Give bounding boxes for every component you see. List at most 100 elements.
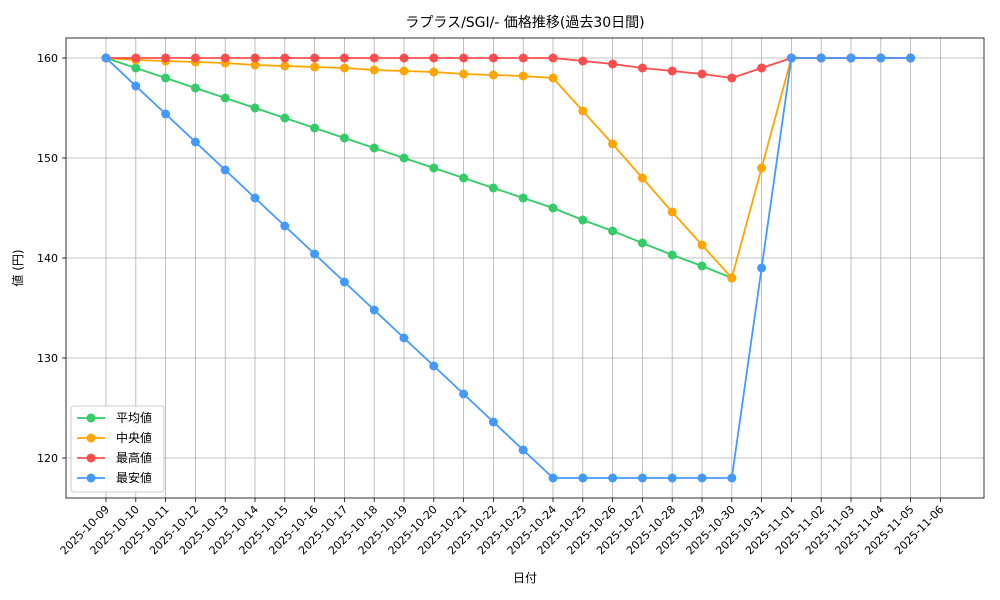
- data-point: [578, 215, 588, 225]
- legend-label: 最高値: [116, 450, 152, 465]
- data-point: [310, 123, 320, 133]
- data-point: [906, 53, 916, 63]
- y-tick-label: 140: [37, 252, 58, 265]
- series-line: [105, 57, 733, 279]
- data-point: [548, 473, 558, 483]
- data-point: [518, 71, 528, 81]
- data-point: [399, 53, 409, 63]
- data-point: [578, 473, 588, 483]
- data-point: [786, 53, 796, 63]
- data-point: [339, 277, 349, 287]
- data-point: [101, 53, 111, 63]
- series-line: [106, 57, 911, 79]
- y-tick-label: 160: [37, 52, 58, 65]
- data-point: [250, 103, 260, 113]
- data-point: [548, 203, 558, 213]
- data-point: [399, 333, 409, 343]
- data-point: [190, 83, 200, 93]
- data-point: [280, 221, 290, 231]
- data-point: [161, 53, 171, 63]
- data-point: [429, 67, 439, 77]
- data-point: [399, 153, 409, 163]
- data-point: [220, 93, 230, 103]
- y-axis-label: 値 (円): [10, 249, 25, 286]
- data-point: [190, 137, 200, 147]
- data-point: [637, 173, 647, 183]
- data-point: [161, 109, 171, 119]
- data-point: [608, 473, 618, 483]
- data-point: [667, 66, 677, 76]
- data-point: [369, 143, 379, 153]
- data-point: [637, 238, 647, 248]
- data-point: [399, 66, 409, 76]
- grid: [66, 38, 984, 498]
- data-point: [488, 70, 498, 80]
- data-point: [280, 113, 290, 123]
- legend-box: [70, 405, 165, 493]
- data-point: [310, 53, 320, 63]
- data-point: [131, 63, 141, 73]
- data-point: [548, 73, 558, 83]
- data-point: [757, 163, 767, 173]
- series-lines: [101, 53, 916, 483]
- data-point: [757, 263, 767, 273]
- data-point: [727, 473, 737, 483]
- data-point: [637, 63, 647, 73]
- data-point: [429, 163, 439, 173]
- data-point: [608, 59, 618, 69]
- data-point: [518, 193, 528, 203]
- data-point: [339, 53, 349, 63]
- data-point: [727, 73, 737, 83]
- data-point: [697, 240, 707, 250]
- data-point: [369, 53, 379, 63]
- data-point: [488, 183, 498, 193]
- data-point: [310, 62, 320, 72]
- y-tick-label: 130: [37, 352, 58, 365]
- data-point: [429, 53, 439, 63]
- data-point: [488, 53, 498, 63]
- y-axis-ticks: 120 130 140 150 160: [37, 52, 66, 465]
- data-point: [578, 56, 588, 66]
- data-point: [250, 60, 260, 70]
- data-point: [548, 53, 558, 63]
- data-point: [876, 53, 886, 63]
- legend-label: 中央値: [116, 430, 152, 445]
- data-point: [429, 361, 439, 371]
- data-point: [190, 53, 200, 63]
- data-point: [220, 53, 230, 63]
- data-point: [339, 133, 349, 143]
- legend-swatch-marker: [86, 413, 96, 423]
- data-point: [697, 261, 707, 271]
- legend-label: 最安値: [116, 470, 152, 485]
- data-point: [637, 473, 647, 483]
- data-point: [697, 473, 707, 483]
- data-point: [459, 173, 469, 183]
- data-point: [459, 53, 469, 63]
- data-point: [280, 61, 290, 71]
- data-point: [488, 417, 498, 427]
- data-point: [369, 305, 379, 315]
- plot-frame: [65, 37, 985, 499]
- y-tick-label: 120: [37, 452, 58, 465]
- data-point: [131, 81, 141, 91]
- data-point: [608, 226, 618, 236]
- data-point: [667, 207, 677, 217]
- data-point: [310, 249, 320, 259]
- series-3: [101, 53, 916, 483]
- x-axis-label: 日付: [513, 571, 537, 585]
- legend-label: 平均値: [116, 410, 152, 425]
- data-point: [667, 473, 677, 483]
- data-point: [816, 53, 826, 63]
- data-point: [578, 106, 588, 116]
- data-point: [667, 250, 677, 260]
- data-point: [280, 53, 290, 63]
- legend-swatch-marker: [86, 433, 96, 443]
- x-axis-ticks: 2025-10-092025-10-102025-10-112025-10-12…: [58, 498, 947, 557]
- chart-title: ラプラス/SGI/- 価格推移(過去30日間): [405, 15, 644, 31]
- data-point: [846, 53, 856, 63]
- legend-swatch-marker: [86, 473, 96, 483]
- data-point: [250, 53, 260, 63]
- data-point: [727, 273, 737, 283]
